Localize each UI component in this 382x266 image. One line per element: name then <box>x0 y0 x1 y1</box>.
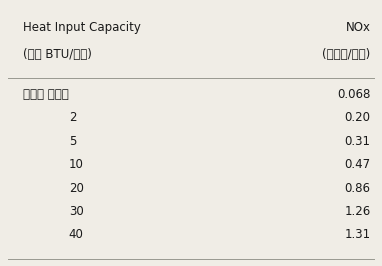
Text: (백만 BTU/시간): (백만 BTU/시간) <box>23 48 92 61</box>
Text: 40: 40 <box>69 228 84 241</box>
Text: NOx: NOx <box>346 22 371 34</box>
Text: 5: 5 <box>69 135 76 148</box>
Text: 0.47: 0.47 <box>345 158 371 171</box>
Text: 30: 30 <box>69 205 84 218</box>
Text: 1.31: 1.31 <box>345 228 371 241</box>
Text: 20: 20 <box>69 182 84 194</box>
Text: (파운드/시간): (파운드/시간) <box>322 48 371 61</box>
Text: 2: 2 <box>69 111 76 124</box>
Text: 0.068: 0.068 <box>337 88 371 101</box>
Text: 0.31: 0.31 <box>345 135 371 148</box>
Text: 0.86: 0.86 <box>345 182 371 194</box>
Text: 0.20: 0.20 <box>345 111 371 124</box>
Text: 10: 10 <box>69 158 84 171</box>
Text: Heat Input Capacity: Heat Input Capacity <box>23 22 141 34</box>
Text: 1.26: 1.26 <box>344 205 371 218</box>
Text: 비연소 배출원: 비연소 배출원 <box>23 88 69 101</box>
